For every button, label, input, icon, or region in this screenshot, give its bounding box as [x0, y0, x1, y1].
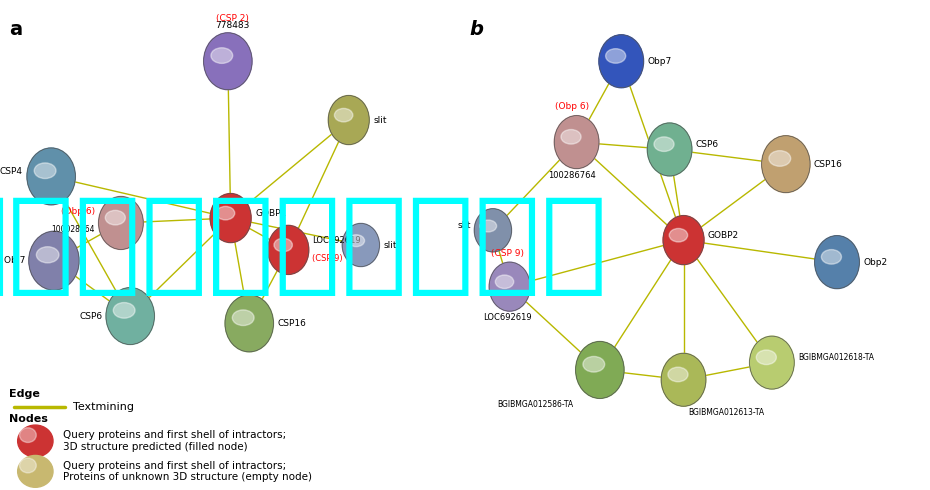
Ellipse shape — [750, 336, 794, 389]
Text: LOC692619: LOC692619 — [312, 236, 361, 245]
Text: GOBP1: GOBP1 — [256, 209, 287, 218]
Text: BGIBMGA012586-TA: BGIBMGA012586-TA — [498, 400, 574, 409]
Ellipse shape — [99, 196, 143, 249]
Text: CSP16: CSP16 — [814, 160, 843, 169]
Ellipse shape — [496, 275, 513, 289]
Text: slit: slit — [374, 116, 388, 124]
Text: Proteins of unknown 3D structure (empty node): Proteins of unknown 3D structure (empty … — [63, 472, 312, 482]
Text: (Obp 6): (Obp 6) — [60, 207, 95, 216]
Ellipse shape — [348, 235, 365, 246]
Ellipse shape — [335, 108, 352, 122]
Text: Obp2: Obp2 — [863, 258, 887, 267]
Text: LOC692619: LOC692619 — [484, 313, 532, 322]
Text: 778483: 778483 — [216, 22, 249, 30]
Ellipse shape — [232, 310, 254, 325]
Text: 3D structure predicted (filled node): 3D structure predicted (filled node) — [63, 442, 248, 452]
Ellipse shape — [670, 228, 687, 242]
Text: (CSP 9): (CSP 9) — [491, 249, 525, 258]
Ellipse shape — [815, 236, 859, 289]
Text: (Obp 6): (Obp 6) — [555, 102, 589, 111]
Text: Query proteins and first shell of intractors;: Query proteins and first shell of intrac… — [63, 430, 286, 440]
Ellipse shape — [211, 48, 232, 63]
Text: Edge: Edge — [9, 390, 40, 399]
Ellipse shape — [20, 428, 36, 442]
Text: CSP4: CSP4 — [0, 167, 22, 176]
Ellipse shape — [605, 49, 626, 63]
Text: b: b — [470, 20, 484, 39]
Ellipse shape — [654, 137, 674, 151]
Text: (CSP 2): (CSP 2) — [216, 14, 249, 23]
Ellipse shape — [554, 116, 599, 169]
Ellipse shape — [106, 288, 154, 344]
Text: BGIBMGA012618-TA: BGIBMGA012618-TA — [798, 353, 874, 362]
Ellipse shape — [561, 129, 581, 144]
Ellipse shape — [661, 353, 706, 406]
Text: Textmining: Textmining — [73, 402, 134, 412]
Text: a: a — [9, 20, 22, 39]
Ellipse shape — [599, 35, 644, 88]
Text: 万能智能遥控，华为全: 万能智能遥控，华为全 — [0, 192, 607, 298]
Ellipse shape — [821, 249, 842, 264]
Ellipse shape — [663, 216, 704, 265]
Ellipse shape — [769, 150, 790, 166]
Ellipse shape — [210, 194, 251, 243]
Ellipse shape — [105, 210, 126, 225]
Ellipse shape — [480, 220, 497, 232]
Ellipse shape — [274, 238, 292, 252]
Ellipse shape — [18, 456, 53, 487]
Ellipse shape — [576, 342, 624, 398]
Text: BGIBMGA012613-TA: BGIBMGA012613-TA — [688, 408, 764, 417]
Ellipse shape — [204, 33, 252, 90]
Ellipse shape — [113, 302, 135, 318]
Ellipse shape — [583, 356, 604, 372]
Ellipse shape — [668, 367, 688, 382]
Text: GOBP2: GOBP2 — [708, 231, 738, 240]
Text: slit: slit — [383, 241, 397, 249]
Ellipse shape — [18, 425, 53, 457]
Ellipse shape — [217, 206, 234, 220]
Ellipse shape — [27, 148, 75, 205]
Text: Obp7: Obp7 — [647, 57, 671, 66]
Text: 100028764: 100028764 — [51, 225, 95, 234]
Text: Nodes: Nodes — [9, 414, 48, 424]
Text: slit: slit — [457, 221, 471, 230]
Text: (CSP 9): (CSP 9) — [312, 254, 343, 263]
Ellipse shape — [20, 458, 36, 473]
Text: CSP6: CSP6 — [696, 140, 719, 149]
Ellipse shape — [489, 262, 530, 311]
Ellipse shape — [36, 246, 59, 263]
Ellipse shape — [647, 123, 692, 176]
Text: CSP16: CSP16 — [277, 319, 306, 328]
Ellipse shape — [225, 295, 273, 352]
Text: CSP6: CSP6 — [79, 312, 102, 320]
Text: 100286764: 100286764 — [548, 171, 596, 179]
Text: Ob 7: Ob 7 — [4, 256, 25, 265]
Ellipse shape — [268, 225, 309, 274]
Ellipse shape — [342, 223, 379, 267]
Ellipse shape — [29, 231, 79, 290]
Text: Query proteins and first shell of intractors;: Query proteins and first shell of intrac… — [63, 461, 286, 470]
Ellipse shape — [756, 350, 777, 365]
Ellipse shape — [762, 136, 810, 193]
Ellipse shape — [474, 209, 512, 252]
Ellipse shape — [34, 163, 56, 178]
Ellipse shape — [328, 96, 369, 145]
